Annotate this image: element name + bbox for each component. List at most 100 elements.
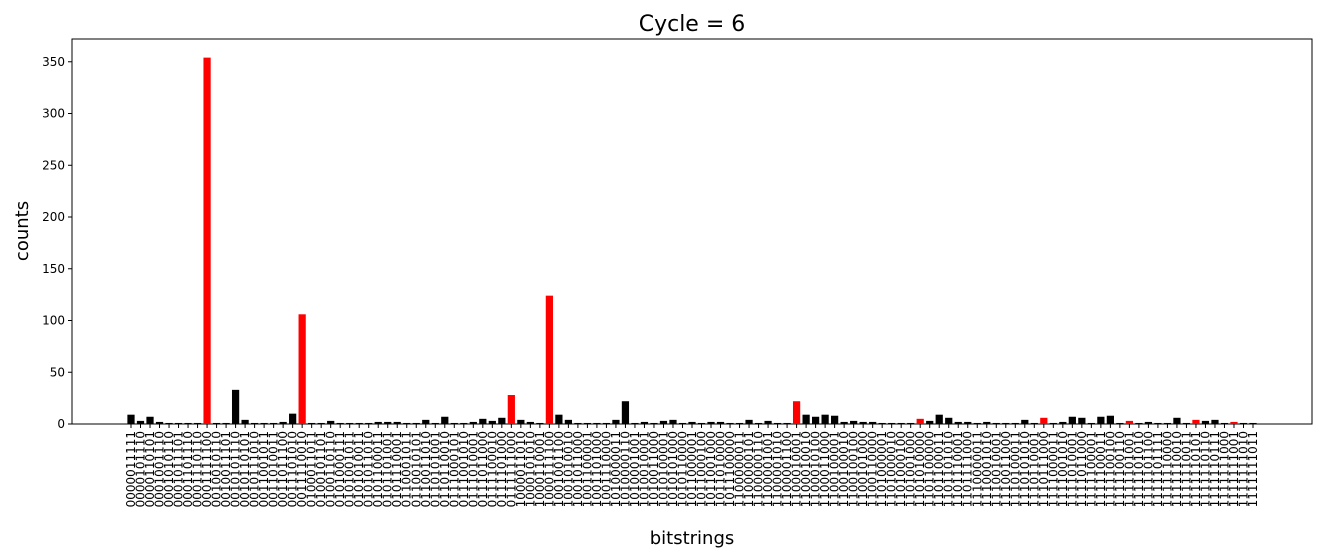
y-tick-label: 250 bbox=[42, 158, 65, 172]
bar bbox=[1087, 422, 1095, 424]
bar bbox=[412, 422, 420, 424]
x-tick-label: 1111101111 bbox=[1151, 431, 1165, 507]
x-tick-label: 1101001000 bbox=[904, 431, 918, 507]
bar bbox=[441, 416, 449, 424]
bar bbox=[498, 417, 506, 424]
x-tick-label: 1111011000 bbox=[1075, 431, 1089, 507]
bar bbox=[1163, 422, 1172, 424]
x-tick-label: 1111101100 bbox=[1141, 431, 1155, 507]
bar bbox=[270, 422, 278, 424]
bar bbox=[564, 419, 573, 424]
x-tick-label: 1111111001 bbox=[1227, 431, 1241, 507]
x-tick-label: 0001111100 bbox=[200, 431, 214, 507]
bar bbox=[355, 422, 363, 424]
bar bbox=[878, 422, 886, 424]
bar bbox=[136, 420, 145, 424]
bar bbox=[1173, 417, 1181, 424]
bar bbox=[754, 422, 763, 424]
bar bbox=[1220, 422, 1229, 424]
bar bbox=[926, 420, 934, 424]
bar bbox=[155, 421, 164, 424]
bar bbox=[1097, 416, 1105, 424]
bar bbox=[507, 395, 515, 424]
x-tick-label: 1100001010 bbox=[771, 431, 785, 507]
x-tick-label: 0101010011 bbox=[352, 431, 366, 507]
bar bbox=[403, 422, 411, 424]
x-tick-label: 1011100000 bbox=[723, 431, 737, 507]
x-tick-label: 0001001110 bbox=[153, 431, 167, 507]
x-tick-label: 1001101000 bbox=[590, 431, 604, 507]
bar bbox=[678, 422, 687, 424]
bar bbox=[1125, 420, 1134, 424]
bar bbox=[308, 422, 316, 424]
bar bbox=[792, 401, 801, 424]
x-tick-label: 0111111000 bbox=[504, 431, 518, 507]
bar bbox=[555, 414, 563, 424]
x-tick-label: 1100010010 bbox=[799, 431, 813, 507]
bar bbox=[460, 422, 468, 424]
x-tick-label: 0010101110 bbox=[229, 431, 243, 507]
x-tick-label: 1001001100 bbox=[552, 431, 566, 507]
chart-title: Cycle = 6 bbox=[639, 12, 746, 37]
x-tick-label: 0011010011 bbox=[267, 431, 281, 507]
bar bbox=[346, 422, 354, 424]
bar bbox=[1002, 422, 1010, 424]
x-tick-label: 0011101010 bbox=[286, 431, 300, 507]
x-tick-label: 1000101010 bbox=[523, 431, 537, 507]
x-tick-label: 1111101001 bbox=[1122, 431, 1136, 507]
bar bbox=[764, 420, 772, 424]
x-tick-label: 0110010101 bbox=[409, 431, 423, 507]
x-tick-label: 1111110111 bbox=[1208, 431, 1222, 507]
bar bbox=[146, 416, 154, 424]
bar bbox=[231, 389, 240, 424]
bar bbox=[203, 57, 211, 425]
bar bbox=[165, 422, 173, 424]
bar bbox=[945, 417, 953, 424]
bar bbox=[916, 418, 924, 424]
bar bbox=[250, 422, 259, 424]
x-tick-label: 1100010100 bbox=[809, 431, 823, 507]
bar bbox=[517, 419, 525, 424]
bar bbox=[973, 422, 981, 424]
bar bbox=[1201, 420, 1210, 424]
x-tick-label: 1100101000 bbox=[856, 431, 870, 507]
bar bbox=[726, 422, 734, 424]
bar bbox=[659, 420, 668, 424]
x-tick-label: 1011000100 bbox=[695, 431, 709, 507]
x-tick-label: 1101000100 bbox=[894, 431, 908, 507]
x-tick-label: 1111110000 bbox=[1160, 431, 1174, 507]
x-tick-label: 0001101110 bbox=[181, 431, 195, 507]
bar bbox=[907, 422, 915, 424]
y-tick-label: 0 bbox=[57, 417, 65, 431]
x-tick-label: 1111110101 bbox=[1189, 431, 1203, 507]
x-tick-label: 0000011111 bbox=[124, 431, 138, 507]
bar bbox=[897, 422, 905, 424]
x-tick-label: 1010000011 bbox=[609, 431, 623, 507]
x-tick-label: 1001011000 bbox=[571, 431, 585, 507]
bar bbox=[574, 422, 582, 424]
bar bbox=[1059, 421, 1067, 424]
y-tick-label: 300 bbox=[42, 107, 65, 121]
x-tick-label: 0110110010 bbox=[438, 431, 452, 507]
x-tick-label: 0001110110 bbox=[191, 431, 205, 507]
bar bbox=[174, 422, 183, 424]
x-tick-label: 1001010010 bbox=[561, 431, 575, 507]
x-tick-label: 1100010001 bbox=[790, 431, 804, 507]
bar bbox=[773, 422, 782, 424]
bar bbox=[964, 421, 972, 424]
x-tick-label: 1110001010 bbox=[980, 431, 994, 507]
bar bbox=[954, 421, 962, 424]
bar bbox=[1049, 422, 1057, 424]
x-tick-label: 1000111100 bbox=[542, 431, 556, 507]
x-tick-label: 1111110010 bbox=[1170, 431, 1184, 507]
x-tick-label: 1111100110 bbox=[1113, 431, 1127, 507]
bar bbox=[802, 414, 810, 424]
x-tick-label: 0111101000 bbox=[495, 431, 509, 507]
y-axis-label: counts bbox=[12, 201, 33, 261]
bar bbox=[650, 422, 658, 424]
bar bbox=[850, 420, 858, 424]
x-tick-label: 0111000101 bbox=[447, 431, 461, 507]
y-tick-label: 50 bbox=[50, 365, 65, 379]
bar bbox=[469, 421, 477, 424]
